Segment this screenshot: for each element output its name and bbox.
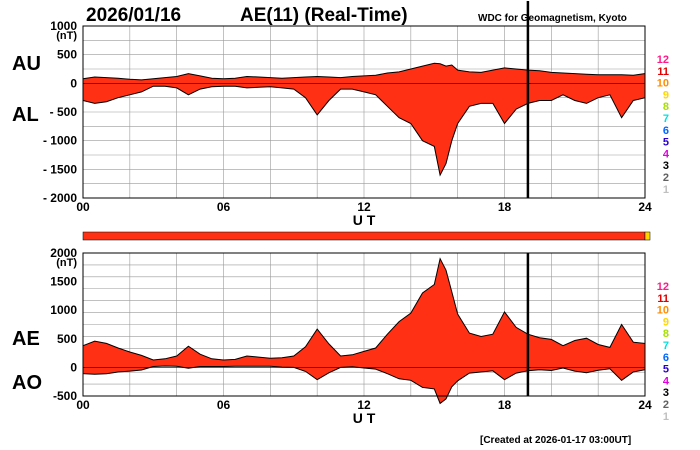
legend-station-count: 6 [663, 125, 669, 137]
y-tick-label: - 2000 [43, 191, 77, 205]
y-tick-label: 0 [70, 76, 77, 90]
x-tick-label: 18 [498, 200, 512, 214]
legend-station-count: 11 [657, 66, 669, 78]
legend-station-count: 2 [663, 399, 669, 411]
legend-station-count: 5 [663, 364, 669, 376]
x-tick-label: 00 [76, 398, 90, 412]
y-tick-label: 500 [57, 332, 77, 346]
station-bar-end [644, 231, 651, 241]
au-al-frame [82, 25, 646, 199]
au-al-x-ticks: 00 06 12 18 24 [76, 200, 652, 214]
y-tick-label: 1000 [50, 19, 77, 33]
y-tick-label: 1500 [50, 275, 77, 289]
y-tick-label: 0 [70, 360, 77, 374]
legend-station-count: 8 [663, 328, 669, 340]
x-tick-label: 06 [217, 200, 231, 214]
x-tick-label: 24 [638, 200, 652, 214]
ae-series-label: AE [12, 328, 40, 350]
legend-station-count: 3 [663, 387, 669, 399]
legend-station-count: 9 [663, 89, 669, 101]
ae-ao-x-ticks: 00 06 12 18 24 [76, 398, 652, 412]
legend-station-count: 12 [657, 281, 669, 293]
legend-station-count: 1 [663, 184, 669, 196]
data-source: WDC for Geomagnetism, Kyoto [478, 13, 627, 24]
legend-station-count: 4 [663, 375, 670, 387]
ae-ao-frame [82, 252, 646, 397]
x-tick-label: 12 [357, 200, 371, 214]
x-tick-label: 06 [217, 398, 231, 412]
y-tick-label: - 1500 [43, 162, 77, 176]
x-tick-label: 00 [76, 200, 90, 214]
au-al-y-ticks: 1000 500 0 - 500 - 1000 - 1500 - 2000 [43, 19, 77, 205]
legend-station-count: 4 [663, 148, 670, 160]
au-al-unit-label: (nT) [56, 30, 77, 42]
chart-title: AE(11) (Real-Time) [240, 5, 408, 26]
chart-date: 2026/01/16 [86, 5, 181, 26]
legend-station-count: 7 [663, 113, 669, 125]
au-al-x-axis-label: U T [353, 212, 376, 228]
ae-ao-y-ticks: 2000 1500 1000 500 0 -500 [50, 246, 77, 403]
legend-station-count: 11 [657, 293, 669, 305]
ae-ao-grid [83, 253, 645, 396]
legend-station-count: 8 [663, 101, 669, 113]
station-bar-fill [82, 231, 646, 241]
legend-station-count: 3 [663, 160, 669, 172]
legend-station-count: 10 [657, 305, 669, 317]
x-tick-label: 12 [357, 398, 371, 412]
x-tick-label: 18 [498, 398, 512, 412]
au-al-grid [83, 26, 645, 198]
ae-ao-x-axis-label: U T [353, 410, 376, 426]
legend-station-count: 5 [663, 137, 669, 149]
legend-station-count: 1 [663, 411, 669, 423]
y-tick-label: - 1000 [43, 134, 77, 148]
legend-station-count: 10 [657, 78, 669, 90]
created-timestamp: [Created at 2026-01-17 03:00UT] [480, 435, 631, 446]
ae-ao-unit-label: (nT) [56, 257, 77, 269]
legend-station-count: 12 [657, 54, 669, 66]
au-series-label: AU [12, 53, 41, 75]
al-series-label: AL [12, 104, 39, 126]
y-tick-label: 2000 [50, 246, 77, 260]
legend-station-count: 9 [663, 316, 669, 328]
y-tick-label: 500 [57, 48, 77, 62]
legend-station-count: 7 [663, 340, 669, 352]
y-tick-label: 1000 [50, 303, 77, 317]
y-tick-label: -500 [53, 389, 77, 403]
legend-station-count: 6 [663, 352, 669, 364]
y-tick-label: - 500 [50, 105, 78, 119]
station-count-bar [82, 231, 651, 241]
ao-series-label: AO [12, 372, 42, 394]
x-tick-label: 24 [638, 398, 652, 412]
legend-station-count: 2 [663, 172, 669, 184]
